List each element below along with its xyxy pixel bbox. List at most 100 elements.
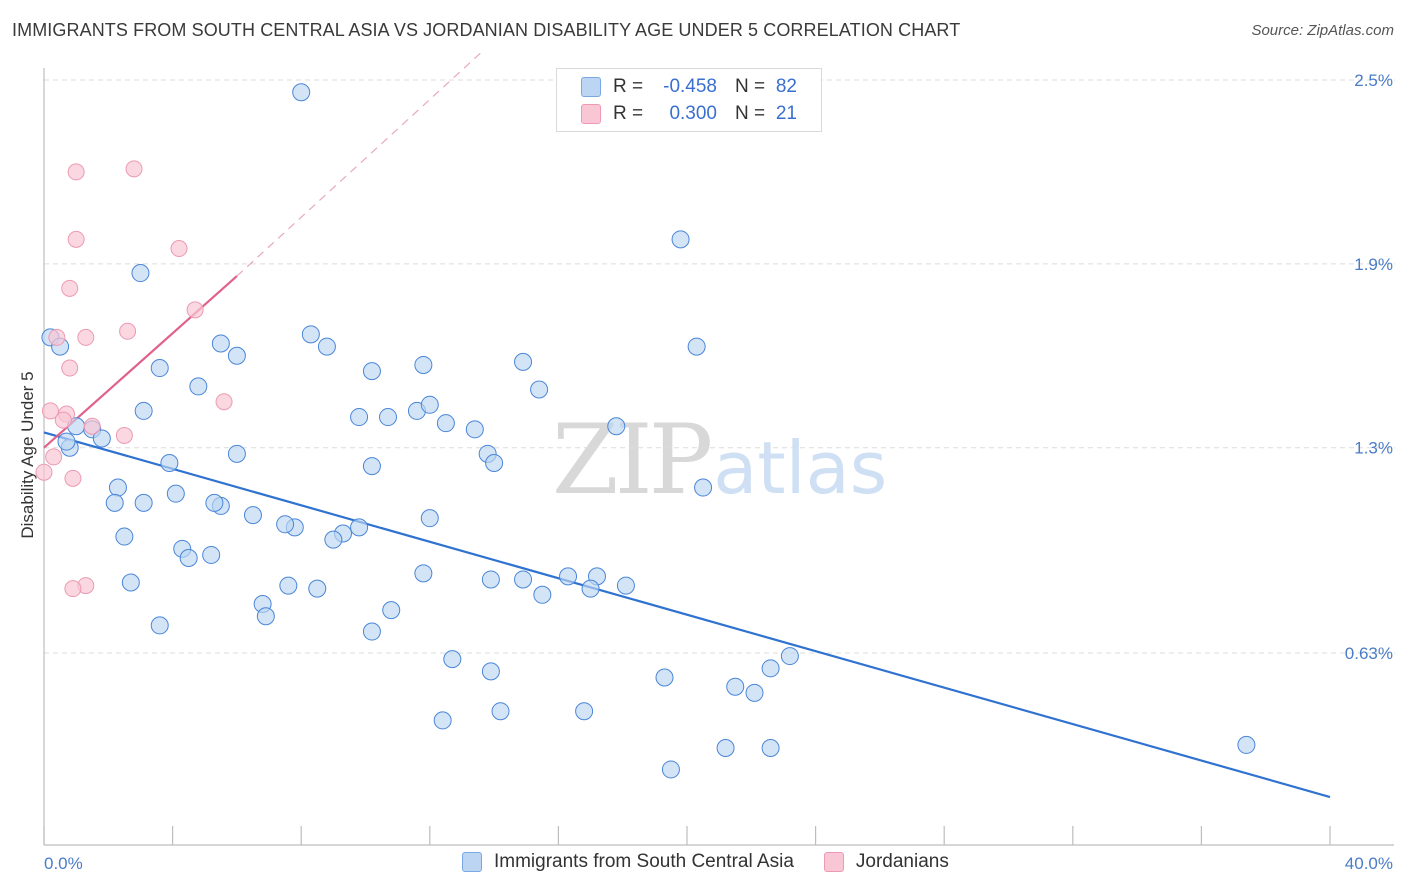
data-point-immigrants (211, 334, 230, 353)
data-point-immigrants (491, 702, 510, 721)
data-point-immigrants (292, 83, 311, 102)
data-point-immigrants (160, 454, 179, 473)
legend-n-value: 21 (775, 103, 797, 124)
data-point-jordanians (67, 230, 85, 248)
watermark-atlas: atlas (713, 426, 888, 510)
data-point-immigrants (317, 337, 336, 356)
trend-line-immigrants (43, 431, 1331, 799)
data-point-immigrants (716, 738, 735, 757)
data-point-immigrants (362, 362, 381, 381)
legend-swatch-series-2 (581, 104, 601, 124)
legend-n-label: N = (735, 76, 766, 97)
data-point-immigrants (514, 352, 533, 371)
legend-row-series-1: R = -0.458 N = 82 (581, 74, 797, 100)
data-point-immigrants (301, 325, 320, 344)
data-point-immigrants (443, 650, 462, 669)
data-point-immigrants (420, 395, 439, 414)
zipatlas-watermark: ZIPatlas (552, 404, 887, 516)
data-point-immigrants (530, 380, 549, 399)
y-tick-label: 2.5% (1354, 71, 1393, 90)
data-point-immigrants (745, 683, 764, 702)
gridlines (44, 79, 1395, 654)
data-point-immigrants (533, 585, 552, 604)
chart-source: Source: ZipAtlas.com (1251, 22, 1394, 39)
legend-label-immigrants: Immigrants from South Central Asia (494, 851, 794, 872)
data-point-jordanians (83, 417, 101, 435)
data-point-immigrants (108, 478, 127, 497)
y-tick-label: 1.3% (1354, 439, 1393, 458)
data-point-immigrants (575, 702, 594, 721)
data-point-immigrants (350, 518, 369, 537)
data-point-jordanians (125, 160, 143, 178)
legend-n-label: N = (735, 103, 766, 124)
tick-labels: 0.63% 1.3% 1.9% 2.5% 0.0% 40.0% (44, 71, 1393, 873)
data-point-jordanians (35, 463, 53, 481)
x-tick-label-min: 0.0% (44, 854, 83, 873)
data-point-jordanians (67, 163, 85, 181)
data-point-immigrants (134, 401, 153, 420)
data-point-immigrants (559, 567, 578, 586)
data-point-immigrants (150, 616, 169, 635)
data-point-immigrants (205, 493, 224, 512)
data-point-immigrants (362, 622, 381, 641)
data-point-immigrants (414, 355, 433, 374)
data-point-immigrants (308, 579, 327, 598)
data-point-immigrants (761, 738, 780, 757)
data-point-immigrants (671, 230, 690, 249)
x-tick-label-max: 40.0% (1345, 854, 1393, 873)
data-point-immigrants (92, 429, 111, 448)
legend-n-value: 82 (775, 76, 797, 97)
data-point-immigrants (276, 515, 295, 534)
data-point-immigrants (121, 573, 140, 592)
axes (43, 68, 1394, 846)
data-point-immigrants (485, 454, 504, 473)
data-point-immigrants (481, 570, 500, 589)
legend-swatch-series-1 (581, 77, 601, 97)
data-point-immigrants (115, 527, 134, 546)
data-point-jordanians (61, 279, 79, 297)
data-point-jordanians (186, 301, 204, 319)
data-point-immigrants (350, 408, 369, 427)
data-point-jordanians (41, 402, 59, 420)
data-point-immigrants (131, 264, 150, 283)
data-point-jordanians (64, 469, 82, 487)
data-point-immigrants (726, 677, 745, 696)
data-point-immigrants (362, 457, 381, 476)
data-point-jordanians (54, 411, 72, 429)
data-point-jordanians (215, 393, 233, 411)
y-tick-label: 0.63% (1345, 644, 1393, 663)
data-point-immigrants (324, 530, 343, 549)
data-point-immigrants (57, 432, 76, 451)
data-point-immigrants (655, 668, 674, 687)
data-point-jordanians (61, 359, 79, 377)
trend-lines (43, 51, 1331, 799)
data-point-immigrants (616, 576, 635, 595)
legend-label-jordanians: Jordanians (855, 851, 949, 872)
y-tick-label: 1.9% (1354, 255, 1393, 274)
data-point-immigrants (581, 579, 600, 598)
data-point-immigrants (433, 711, 452, 730)
data-point-immigrants (279, 576, 298, 595)
legend-r-value: 0.300 (669, 103, 717, 124)
data-point-jordanians (119, 322, 137, 340)
data-point-jordanians (48, 328, 66, 346)
correlation-legend: R = -0.458 N = 82 R = 0.300 N = 21 (556, 68, 822, 132)
data-point-immigrants (379, 408, 398, 427)
data-point-immigrants (382, 601, 401, 620)
points-series-1 (41, 83, 1256, 779)
legend-item-immigrants[interactable]: Immigrants from South Central Asia (462, 851, 794, 873)
legend-item-jordanians[interactable]: Jordanians (823, 851, 949, 873)
legend-swatch-immigrants (462, 852, 482, 872)
data-point-immigrants (687, 337, 706, 356)
data-point-immigrants (256, 607, 275, 626)
data-point-immigrants (166, 484, 185, 503)
data-point-immigrants (436, 414, 455, 433)
data-point-immigrants (607, 417, 626, 436)
data-point-immigrants (150, 359, 169, 378)
data-point-immigrants (189, 377, 208, 396)
data-point-immigrants (514, 570, 533, 589)
watermark-zip: ZIP (552, 404, 713, 516)
data-point-immigrants (1237, 735, 1256, 754)
data-point-jordanians (45, 448, 63, 466)
data-point-immigrants (414, 564, 433, 583)
